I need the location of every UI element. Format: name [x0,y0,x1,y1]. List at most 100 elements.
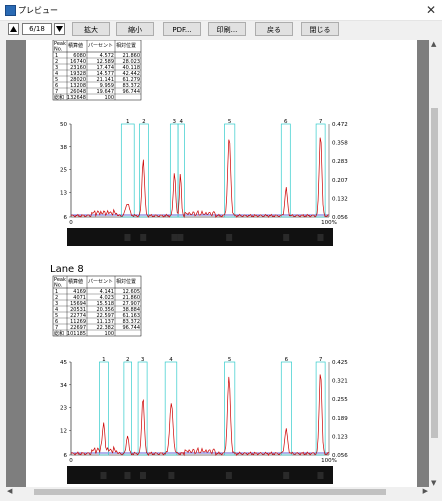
close-window-icon[interactable]: ✕ [425,3,436,17]
gel-band [226,234,233,241]
horizontal-scroll-thumb[interactable] [34,489,386,495]
table-total-percent: 100 [104,331,114,337]
table-cell: 9.959 [100,83,114,89]
peak-region-box [177,123,185,218]
peak-number-label: 6 [285,357,289,363]
table-header-cell: No. [54,47,63,53]
table-cell: 15.518 [97,301,115,307]
table-header-cell: No. [54,283,63,289]
peak-number-label: 4 [169,357,173,363]
table-cell: 4 [55,71,58,77]
density-trace-line [70,374,330,457]
y-tick-label: 38 [60,145,67,151]
y2-tick-label: 0.189 [332,416,348,422]
peak-number-label: 3 [172,119,176,125]
scroll-up-icon[interactable]: ▲ [431,40,437,48]
table-cell: 16740 [70,59,86,65]
table-cell: 83.372 [123,319,141,325]
peak-number-label: 7 [319,357,323,363]
table-cell: 1 [55,289,58,295]
table-cell: 7 [55,89,58,95]
table-cell: 96.744 [123,89,141,95]
gel-band [283,234,290,241]
gel-band [140,234,147,241]
table-cell: 22697 [70,325,86,331]
table-cell: 61.163 [123,313,141,319]
table-cell: 2 [55,295,58,301]
table-cell: 38.884 [123,307,141,313]
y-tick-label: 45 [60,360,67,366]
preview-area: Peak No. 積算値 パーセント 相対位置 1 6080 4.572 21.860 2 1674… [6,40,429,487]
pdf-button[interactable]: PDF... [163,22,201,36]
horizontal-scrollbar[interactable]: ◀ ▶ [6,487,429,497]
peak-region-box [315,123,326,218]
x-tick-label: 100% [321,458,337,464]
table-cell: 27.907 [123,301,141,307]
scroll-down-icon[interactable]: ▼ [431,479,437,487]
table-cell: 6 [55,83,58,89]
y-tick-label: 34 [60,383,67,389]
table-cell: 5 [55,313,58,319]
table-cell: 3 [55,65,58,71]
peak-region-box [315,361,326,456]
table-cell: 3 [55,301,58,307]
scroll-right-icon[interactable]: ▶ [422,487,428,495]
density-trace-line [70,137,330,219]
print-button[interactable]: 印刷... [208,22,246,36]
scroll-left-icon[interactable]: ◀ [7,487,13,495]
table-cell: 26048 [70,89,86,95]
peak-number-label: 1 [102,357,106,363]
table-total-label: 総和 [54,330,64,337]
close-button[interactable]: 閉じる [301,22,339,36]
y2-tick-label: 0.056 [332,215,348,221]
peak-region-box [99,361,109,456]
table-cell: 21.141 [97,77,115,83]
peak-number-label: 5 [228,119,232,125]
table-cell: 28.023 [123,59,141,65]
triangle-down-icon [56,26,63,32]
peak-number-label: 4 [180,119,184,125]
gel-band [283,472,290,479]
table-cell: 96.744 [123,325,141,331]
table-cell: 19328 [70,71,86,77]
vertical-scroll-thumb[interactable] [431,108,438,438]
table-header-cell: パーセント [88,279,113,285]
peak-region-box [169,123,179,218]
x-tick-label: 0 [69,458,73,464]
table-header-cell: Peak [54,277,66,283]
peak-region-box [120,123,135,218]
lane-label: Lane 8 [50,264,84,275]
table-cell: 28020 [70,77,86,83]
gel-band [124,234,131,241]
page-number-field[interactable]: 6/18 [22,23,52,35]
gel-band [317,234,324,241]
table-total-value: 101185 [67,331,86,337]
gel-band [124,472,131,479]
gel-lane-image [67,228,333,246]
y-tick-label: 13 [60,190,67,196]
gel-lane-image [67,466,333,484]
table-cell: 4.023 [100,295,114,301]
peak-number-label: 5 [228,357,232,363]
y-tick-label: 25 [60,168,67,174]
peak-region-box [280,361,292,456]
peak-region-box [123,361,132,456]
table-cell: 1 [55,53,58,59]
zoom-in-button[interactable]: 拡大 [72,22,110,36]
peak-number-label: 1 [126,119,130,125]
table-header-cell: 積算値 [68,278,83,285]
y-tick-label: 6 [64,453,68,459]
vertical-scrollbar[interactable]: ▲ ▼ [429,40,440,487]
y2-tick-label: 0.255 [332,397,348,403]
zoom-out-button[interactable]: 縮小 [116,22,154,36]
table-header-cell: 積算値 [68,42,83,49]
y-tick-label: 6 [64,215,68,221]
table-cell: 15694 [70,301,86,307]
table-cell: 14.577 [97,71,115,77]
table-cell: 21.860 [123,295,141,301]
next-page-button[interactable] [54,23,65,35]
back-button[interactable]: 戻る [255,22,293,36]
table-cell: 7 [55,325,58,331]
previous-page-button[interactable] [8,23,19,35]
table-cell: 20531 [70,307,86,313]
